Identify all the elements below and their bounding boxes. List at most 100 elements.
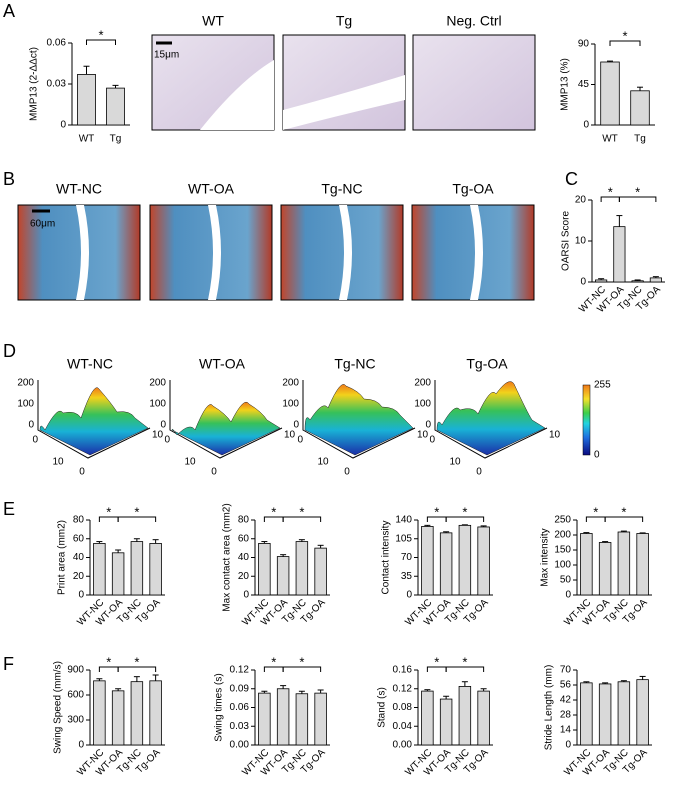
x-tick-label: 0 [164, 435, 170, 446]
bar [276, 688, 290, 746]
y-tick-label: 0.03 [230, 721, 250, 732]
significance-label: * [106, 504, 111, 519]
x-tick-label: 10 [184, 457, 196, 468]
bar [276, 556, 290, 596]
bar [600, 61, 620, 126]
bar [636, 679, 649, 746]
x-tick-label: 10 [449, 457, 461, 468]
y-tick-label: 0 [78, 740, 84, 751]
z-tick-label: 100 [414, 399, 431, 410]
y-tick-label: 0 [60, 120, 66, 131]
surface-title: WT-NC [67, 356, 113, 372]
cartilage-gap [283, 75, 405, 130]
y-tick-label: 90 [578, 39, 590, 50]
significance-bracket [618, 196, 657, 202]
y-tick-label: 0.00 [230, 740, 250, 751]
bar [636, 533, 649, 596]
y-tick-label: 10 [152, 430, 164, 441]
y-tick-label: 0.08 [393, 702, 413, 713]
significance-label: * [635, 184, 640, 199]
y-tick-label: 150 [554, 545, 571, 556]
y-axis-label: Max contact area (mm2) [222, 503, 233, 611]
y-tick-label: 40 [238, 552, 250, 563]
colorbar [582, 384, 591, 456]
surface-title: Tg-OA [466, 356, 508, 372]
y-tick-label: 250 [554, 515, 571, 526]
significance-bracket [445, 516, 485, 522]
y-tick-label: 0 [79, 467, 85, 478]
significance-label: * [106, 654, 111, 669]
bar [595, 279, 608, 283]
panel-letter: B [3, 169, 15, 189]
image-title: WT-NC [56, 181, 102, 197]
panel-letter: A [3, 1, 15, 21]
y-tick-label: 14 [560, 725, 572, 736]
y-tick-label: 0 [406, 590, 412, 601]
bar [111, 552, 125, 596]
x-tick-label: 0 [297, 435, 303, 446]
surface-plot [304, 384, 414, 456]
y-axis-label: Stand (s) [377, 687, 388, 728]
y-axis-label: MMP13 (%) [560, 58, 571, 111]
z-tick-label: 100 [17, 399, 34, 410]
y-tick-label: 42 [560, 695, 572, 706]
x-tick-label: 0 [429, 435, 435, 446]
y-tick-label: 140 [395, 515, 412, 526]
y-tick-label: 28 [560, 710, 572, 721]
cartilage-gap [200, 60, 274, 130]
surface-plot [171, 401, 281, 456]
panel-letter: E [3, 499, 15, 519]
bar [598, 542, 612, 596]
x-tick-label: WT [602, 134, 618, 145]
histology-image [412, 34, 536, 131]
bar [130, 681, 144, 746]
panel-letter: C [565, 169, 578, 189]
y-axis-label: Max intensity [540, 528, 551, 586]
y-tick-label: 70 [560, 665, 572, 676]
bar [598, 683, 612, 746]
y-tick-label: 50 [560, 575, 572, 586]
significance-label: * [462, 654, 467, 669]
surface-axis [37, 380, 151, 459]
z-tick-label: 200 [282, 378, 299, 389]
bar [130, 541, 144, 596]
z-tick-label: 0 [425, 420, 431, 431]
bar [421, 690, 434, 746]
x-tick-label: WT [79, 134, 95, 145]
panel-letter: F [3, 654, 14, 674]
bar [295, 541, 309, 596]
significance-label: * [271, 504, 276, 519]
z-tick-label: 200 [149, 378, 166, 389]
bar [77, 74, 96, 126]
surface-axis [169, 380, 283, 459]
joint-space [208, 205, 221, 300]
scale-label: 15μm [154, 50, 179, 61]
colorbar-label: 0 [594, 450, 600, 461]
bar [630, 90, 650, 126]
z-tick-label: 0 [293, 420, 299, 431]
z-tick-label: 200 [414, 378, 431, 389]
significance-label: * [98, 27, 103, 42]
y-tick-label: 0 [580, 277, 586, 288]
y-tick-label: 10 [575, 236, 587, 247]
y-tick-label: 0.12 [230, 665, 250, 676]
significance-bracket [282, 516, 322, 522]
y-tick-label: 200 [554, 530, 571, 541]
significance-label: * [622, 28, 627, 43]
y-tick-label: 0 [583, 120, 589, 131]
image-title: Neg. Ctrl [446, 13, 501, 29]
y-tick-label: 100 [554, 560, 571, 571]
bar [93, 680, 106, 746]
y-tick-label: 0 [78, 590, 84, 601]
y-tick-label: 0 [243, 590, 249, 601]
scale-label: 60μm [30, 219, 55, 230]
y-tick-label: 900 [67, 665, 84, 676]
bar [477, 526, 490, 596]
bar [295, 693, 309, 746]
bar [649, 277, 662, 283]
y-tick-label: 0.12 [393, 683, 413, 694]
z-tick-label: 200 [17, 378, 34, 389]
bar [111, 690, 125, 746]
y-axis-label: Stride Length (mm) [544, 665, 555, 751]
